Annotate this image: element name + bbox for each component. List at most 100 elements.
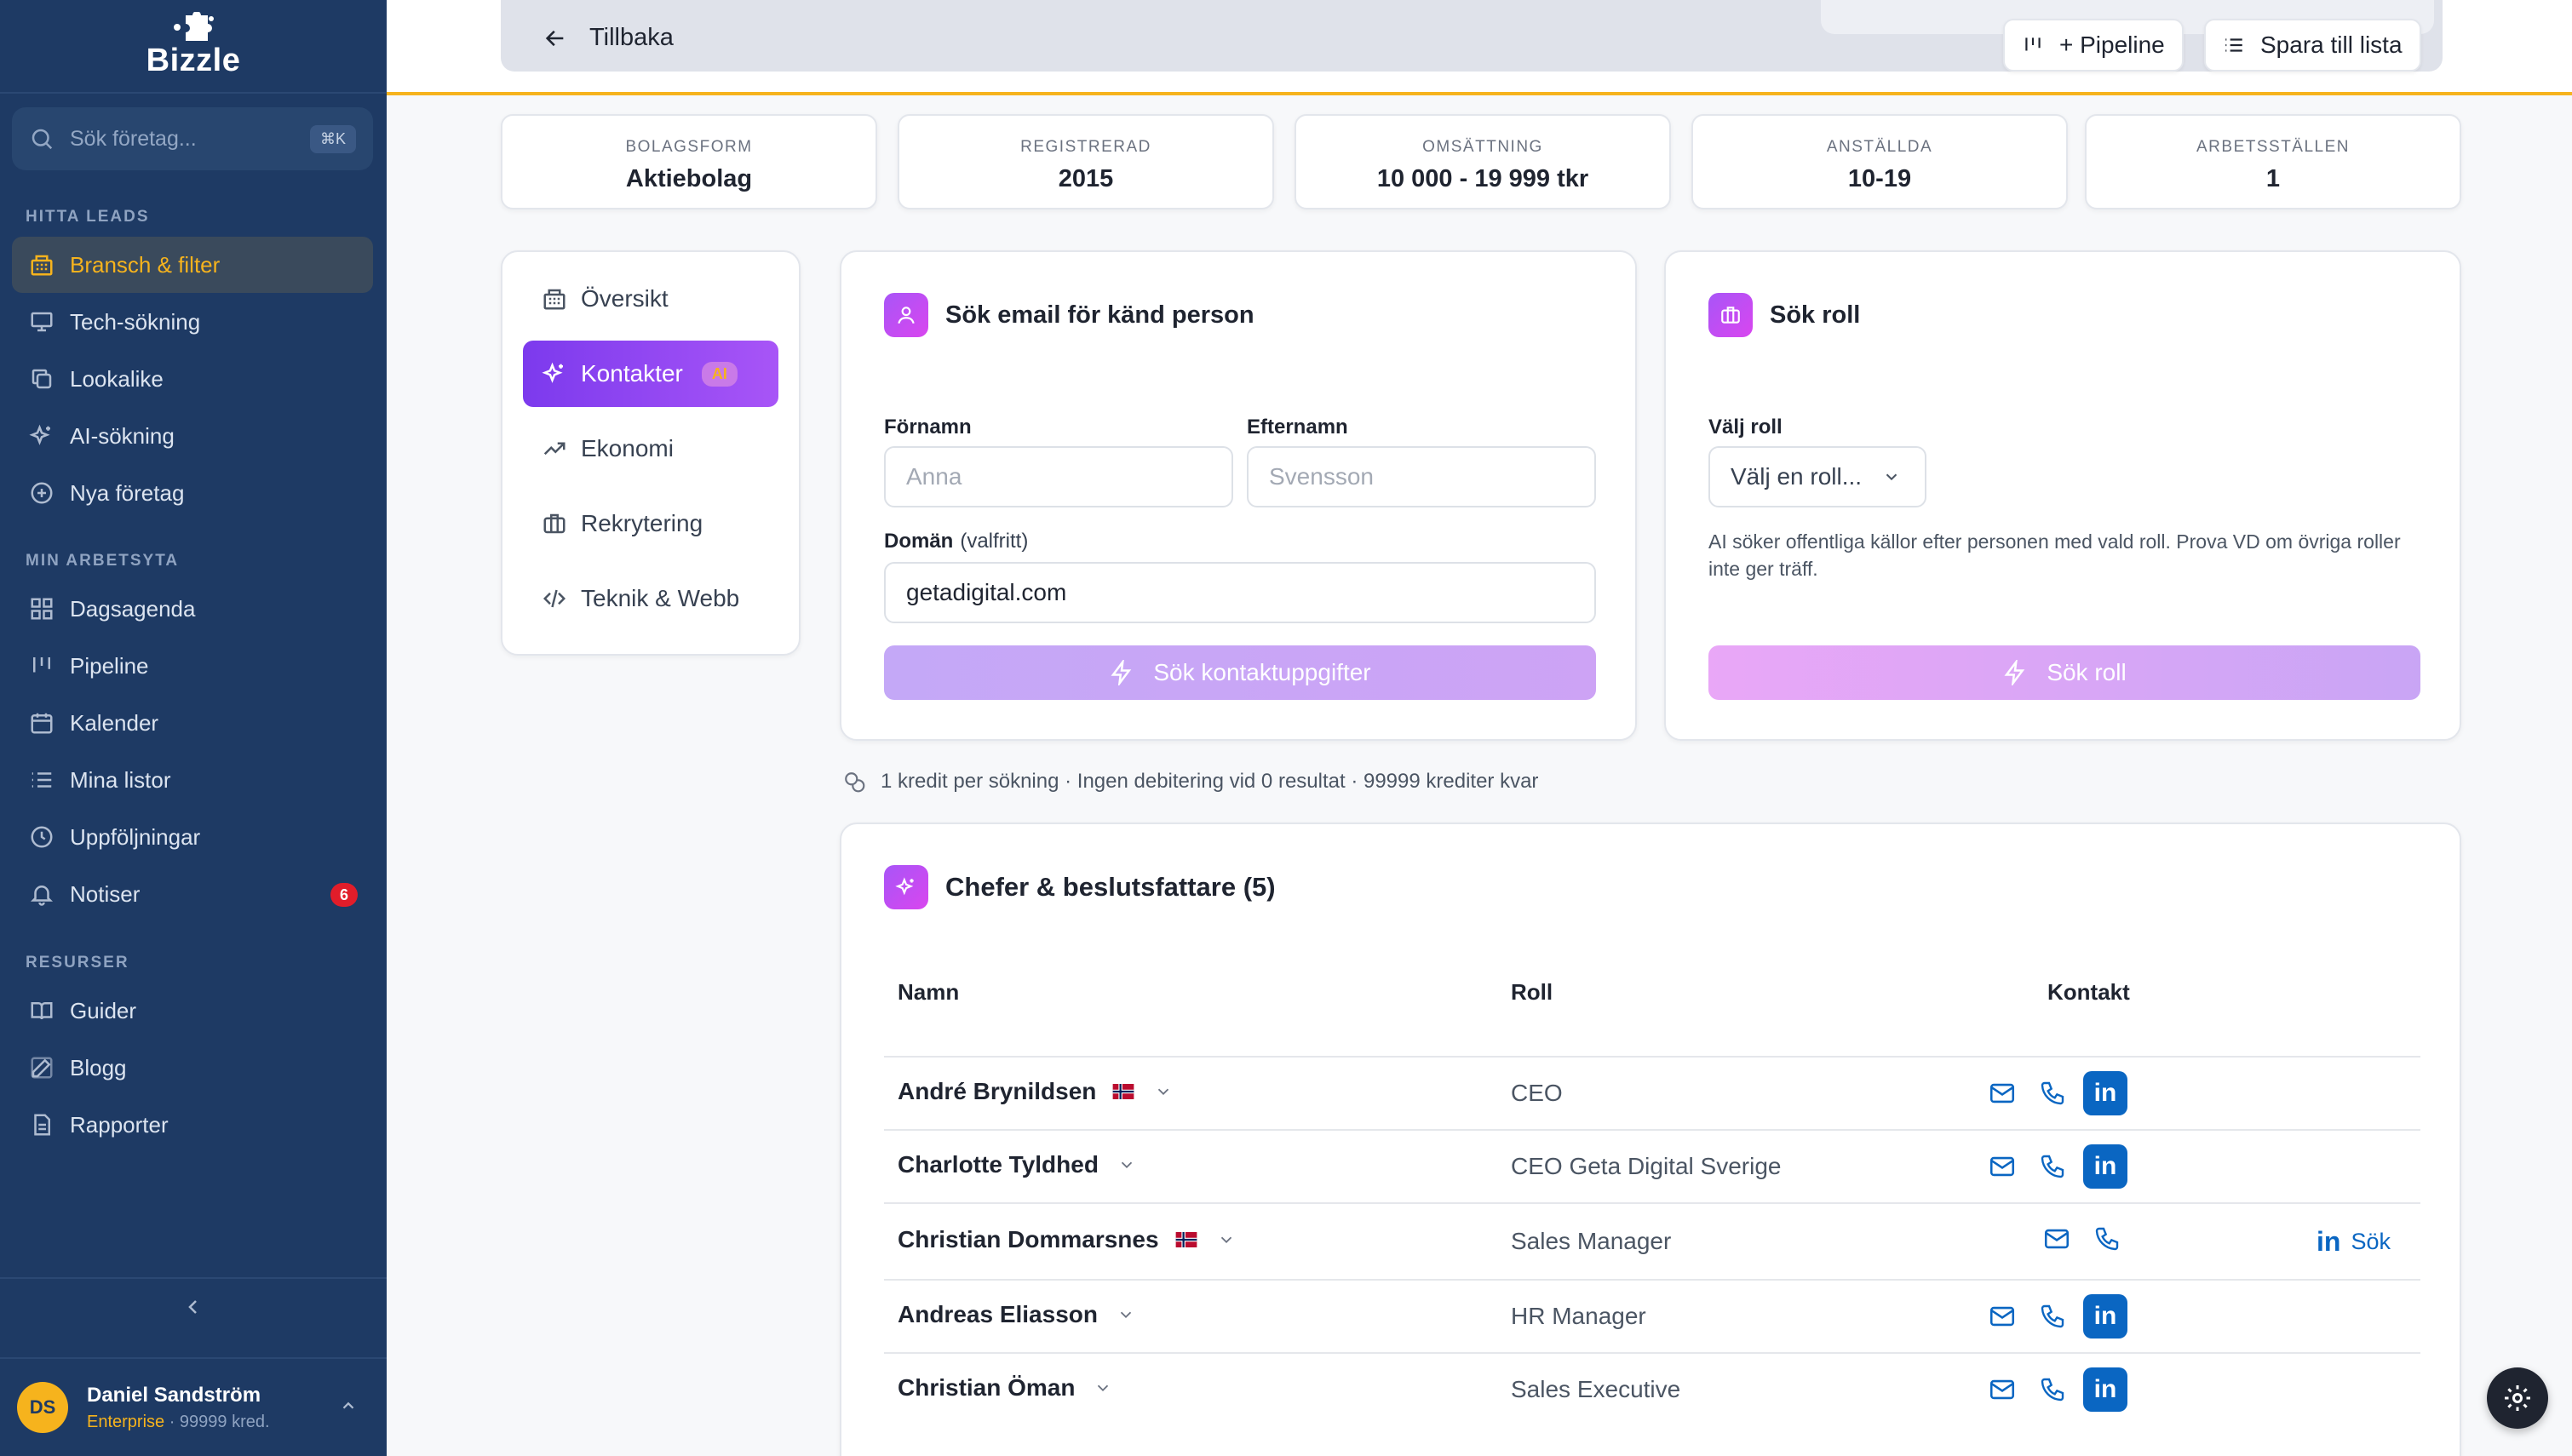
email-icon[interactable] bbox=[1988, 1375, 2017, 1404]
sidebar-item-label: Tech-sökning bbox=[70, 308, 201, 335]
tab-oversikt[interactable]: Översikt bbox=[523, 266, 778, 332]
chevron-left-icon bbox=[188, 1300, 197, 1314]
contact-name-cell[interactable]: André Brynildsen bbox=[898, 1078, 1173, 1105]
brand-name: Bizzle bbox=[146, 43, 241, 78]
tab-kontakter[interactable]: Kontakter AI bbox=[523, 341, 778, 407]
chevron-down-icon[interactable] bbox=[1117, 1155, 1136, 1174]
pipeline-icon bbox=[33, 657, 50, 673]
sidebar-item-mina-listor[interactable]: Mina listor bbox=[12, 752, 373, 808]
email-icon[interactable] bbox=[1988, 1302, 2017, 1331]
book-icon bbox=[31, 1002, 53, 1020]
tab-label: Kontakter bbox=[581, 360, 683, 387]
sidebar-item-dagsagenda[interactable]: Dagsagenda bbox=[12, 581, 373, 637]
linkedin-icon[interactable]: in bbox=[2083, 1294, 2127, 1338]
linkedin-icon[interactable]: in bbox=[2083, 1367, 2127, 1412]
phone-icon[interactable] bbox=[2093, 1225, 2121, 1253]
email-icon[interactable] bbox=[2042, 1224, 2071, 1253]
sidebar-item-label: Nya företag bbox=[70, 479, 185, 506]
tab-ekonomi[interactable]: Ekonomi bbox=[523, 416, 778, 482]
column-header-namn: Namn bbox=[898, 979, 960, 1005]
sidebar-item-label: Kalender bbox=[70, 709, 159, 736]
domain-field[interactable] bbox=[884, 562, 1596, 623]
contact-name-cell[interactable]: Andreas Eliasson bbox=[898, 1301, 1135, 1328]
collapse-sidebar-button[interactable] bbox=[0, 1279, 387, 1335]
contact-name-cell[interactable]: Christian Dommarsnes bbox=[898, 1226, 1236, 1253]
phone-icon[interactable] bbox=[2039, 1153, 2066, 1180]
phone-icon[interactable] bbox=[2039, 1376, 2066, 1403]
bell-icon bbox=[30, 886, 54, 906]
sidebar-item-nya-foretag[interactable]: Nya företag bbox=[12, 465, 373, 521]
stat-label: ARBETSSTÄLLEN bbox=[2196, 138, 2350, 156]
phone-icon[interactable] bbox=[2039, 1303, 2066, 1330]
role-select[interactable]: Välj en roll... bbox=[1708, 446, 1926, 507]
stat-value: 10-19 bbox=[1847, 165, 1912, 192]
tab-label: Översikt bbox=[581, 285, 669, 312]
tab-rekrytering[interactable]: Rekrytering bbox=[523, 490, 778, 557]
add-pipeline-button[interactable]: + Pipeline bbox=[2003, 19, 2184, 72]
tab-teknik-webb[interactable]: Teknik & Webb bbox=[523, 565, 778, 632]
chevron-down-icon[interactable] bbox=[1154, 1082, 1173, 1101]
first-name-label: Förnamn bbox=[884, 416, 972, 439]
contact-role: HR Manager bbox=[1511, 1303, 1646, 1329]
search-contact-label: Sök kontaktuppgifter bbox=[1153, 659, 1371, 685]
last-name-field[interactable] bbox=[1247, 446, 1596, 507]
sidebar-item-tech-sokning[interactable]: Tech-sökning bbox=[12, 294, 373, 350]
role-search-card: Sök roll Välj roll Välj en roll... AI sö… bbox=[1664, 250, 2461, 741]
sidebar-item-ai-sokning[interactable]: AI-sökning bbox=[12, 408, 373, 464]
section-title-min-arbetsyta: MIN ARBETSYTA bbox=[26, 552, 180, 570]
copy-icon bbox=[32, 369, 52, 389]
contact-name-cell[interactable]: Charlotte Tyldhed bbox=[898, 1151, 1136, 1178]
search-role-button[interactable]: Sök roll bbox=[1708, 645, 2420, 700]
sidebar-item-label: Guider bbox=[70, 997, 137, 1023]
last-name-label: Efternamn bbox=[1247, 416, 1348, 439]
sidebar-item-label: Mina listor bbox=[70, 766, 171, 793]
sidebar-item-kalender[interactable]: Kalender bbox=[12, 695, 373, 751]
search-role-label: Sök roll bbox=[2047, 659, 2127, 685]
sidebar-item-uppfoljningar[interactable]: Uppföljningar bbox=[12, 809, 373, 865]
sidebar-item-blogg[interactable]: Blogg bbox=[12, 1040, 373, 1096]
contact-name: Andreas Eliasson bbox=[898, 1301, 1098, 1327]
contact-name-cell[interactable]: Christian Öman bbox=[898, 1374, 1112, 1402]
linkedin-icon[interactable]: in bbox=[2083, 1071, 2127, 1115]
chevron-down-icon[interactable] bbox=[1094, 1379, 1112, 1397]
linkedin-icon[interactable]: in bbox=[2083, 1144, 2127, 1189]
phone-icon[interactable] bbox=[2039, 1080, 2066, 1107]
save-to-list-button[interactable]: Spara till lista bbox=[2204, 19, 2421, 72]
first-name-field[interactable] bbox=[884, 446, 1233, 507]
email-icon[interactable] bbox=[1988, 1079, 2017, 1108]
search-contact-button[interactable]: Sök kontaktuppgifter bbox=[884, 645, 1596, 700]
email-icon[interactable] bbox=[1988, 1152, 2017, 1181]
notification-count-badge: 6 bbox=[330, 883, 358, 907]
bolt-icon bbox=[2004, 660, 2025, 685]
stat-value: 1 bbox=[2265, 165, 2281, 192]
company-search[interactable]: Sök företag... ⌘K bbox=[12, 107, 373, 170]
section-title-resurser: RESURSER bbox=[26, 954, 129, 972]
sidebar-item-rapporter[interactable]: Rapporter bbox=[12, 1097, 373, 1153]
user-name: Daniel Sandström bbox=[87, 1383, 261, 1407]
user-menu[interactable]: DS Daniel Sandström Enterprise · 99999 k… bbox=[0, 1359, 387, 1456]
sidebar-item-pipeline[interactable]: Pipeline bbox=[12, 638, 373, 694]
divider bbox=[0, 1357, 387, 1359]
sidebar-item-label: AI-sökning bbox=[70, 422, 175, 449]
stat-label: REGISTRERAD bbox=[1020, 138, 1151, 156]
sidebar-item-bransch-filter[interactable]: Bransch & filter bbox=[12, 237, 373, 293]
settings-button[interactable] bbox=[2487, 1367, 2548, 1429]
sidebar-item-guider[interactable]: Guider bbox=[12, 983, 373, 1039]
chevron-down-icon[interactable] bbox=[1117, 1305, 1135, 1324]
stat-omsattning: OMSÄTTNING 10 000 - 19 999 tkr bbox=[1295, 114, 1671, 209]
brand-logo[interactable]: Bizzle bbox=[0, 12, 387, 89]
contact-role: Sales Executive bbox=[1511, 1376, 1681, 1402]
sparkles-icon bbox=[542, 362, 563, 383]
puzzle-logo-icon bbox=[174, 12, 214, 41]
contacts-title: Chefer & beslutsfattare (5) bbox=[945, 872, 1276, 902]
sidebar-item-lookalike[interactable]: Lookalike bbox=[12, 351, 373, 407]
chevron-down-icon[interactable] bbox=[1217, 1230, 1236, 1249]
sidebar-item-notiser[interactable]: Notiser 6 bbox=[12, 866, 373, 922]
sidebar-item-label: Notiser bbox=[70, 880, 141, 907]
avatar: DS bbox=[17, 1382, 68, 1433]
back-button[interactable]: Tillbaka bbox=[543, 24, 674, 52]
domain-label-text: Domän bbox=[884, 530, 954, 553]
divider bbox=[884, 1352, 2420, 1354]
linkedin-search-button[interactable]: in Sök bbox=[2317, 1226, 2391, 1258]
search-placeholder: Sök företag... bbox=[70, 126, 197, 151]
